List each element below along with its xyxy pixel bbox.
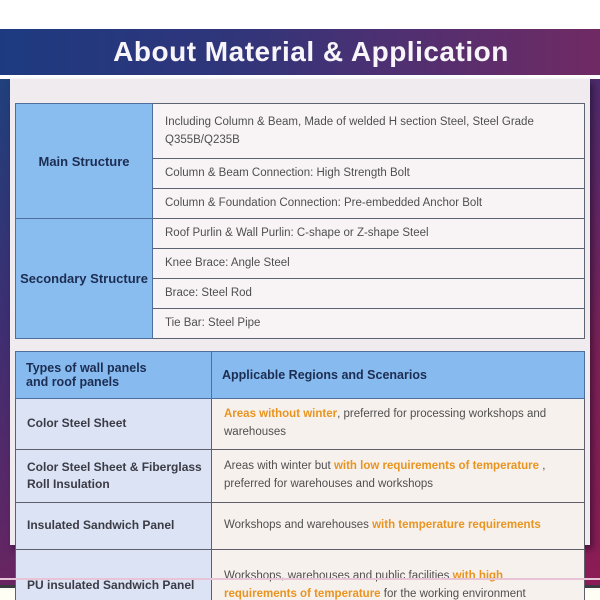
table-row: Main Structure Including Column & Beam, … [15,103,585,219]
panels-column-header-types: Types of wall panels and roof panels [15,351,212,399]
table-row: Secondary Structure Roof Purlin & Wall P… [15,218,585,339]
desc-segment: Workshops and warehouses [224,519,373,532]
structure-detail: Roof Purlin & Wall Purlin: C-shape or Z-… [152,218,585,249]
table-row: Column & Foundation Connection: Pre-embe… [16,188,585,219]
table-row: Column & Beam Connection: High Strength … [16,158,585,189]
table-row: Tie Bar: Steel Pipe [16,308,585,339]
panel-type: Color Steel Sheet [15,398,212,450]
panel-description: Workshops and warehouses with temperatur… [211,502,585,550]
structure-group-label-secondary: Secondary Structure [15,218,153,339]
slide-header: About Material & Application [0,29,600,75]
desc-segment: , preferred for warehouses and workshops [224,460,546,490]
content-panel: Main Structure Including Column & Beam, … [10,79,590,600]
table-row: Color Steel Sheet Areas without winter, … [15,398,585,450]
panel-description: Areas with winter but with low requireme… [211,449,585,503]
structure-detail: Brace: Steel Rod [152,278,585,309]
table-row: PU insulated Sandwich Panel Workshops, w… [15,549,585,600]
desc-segment-highlight: Areas without winter [224,408,338,421]
desc-segment-highlight: with low requirements of temperature [333,460,540,473]
panel-description: Areas without winter, preferred for proc… [211,398,585,450]
structure-detail: Column & Beam Connection: High Strength … [152,158,585,189]
panel-type: Color Steel Sheet & Fiberglass Roll Insu… [15,449,212,503]
structure-group-label-main: Main Structure [15,103,153,219]
top-margin-strip [0,0,600,29]
table-row: Insulated Sandwich Panel Workshops and w… [15,502,585,550]
page-title: About Material & Application [113,36,509,67]
desc-segment: for the working environment [380,588,526,600]
slide-body: Main Structure Including Column & Beam, … [0,79,600,600]
structure-detail: Tie Bar: Steel Pipe [152,308,585,339]
table-row: Color Steel Sheet & Fiberglass Roll Insu… [15,449,585,503]
desc-segment: Workshops, warehouses and public facilit… [224,570,453,583]
structure-table: Main Structure Including Column & Beam, … [15,103,585,339]
table-header-row: Types of wall panels and roof panels App… [15,351,585,399]
panels-table: Types of wall panels and roof panels App… [15,351,585,600]
desc-segment-highlight: with temperature requirements [372,519,541,532]
structure-detail: Column & Foundation Connection: Pre-embe… [152,188,585,219]
panel-type: PU insulated Sandwich Panel [15,549,212,600]
desc-segment: , preferred for processing workshops and… [224,408,547,438]
structure-detail: Knee Brace: Angle Steel [152,248,585,279]
table-row: Brace: Steel Rod [16,278,585,309]
desc-segment: Areas with winter but [224,460,334,473]
panel-type: Insulated Sandwich Panel [15,502,212,550]
panel-description: Workshops, warehouses and public facilit… [211,549,585,600]
panels-column-header-regions: Applicable Regions and Scenarios [211,351,585,399]
accent-divider [0,578,600,580]
structure-detail: Including Column & Beam, Made of welded … [152,103,585,159]
